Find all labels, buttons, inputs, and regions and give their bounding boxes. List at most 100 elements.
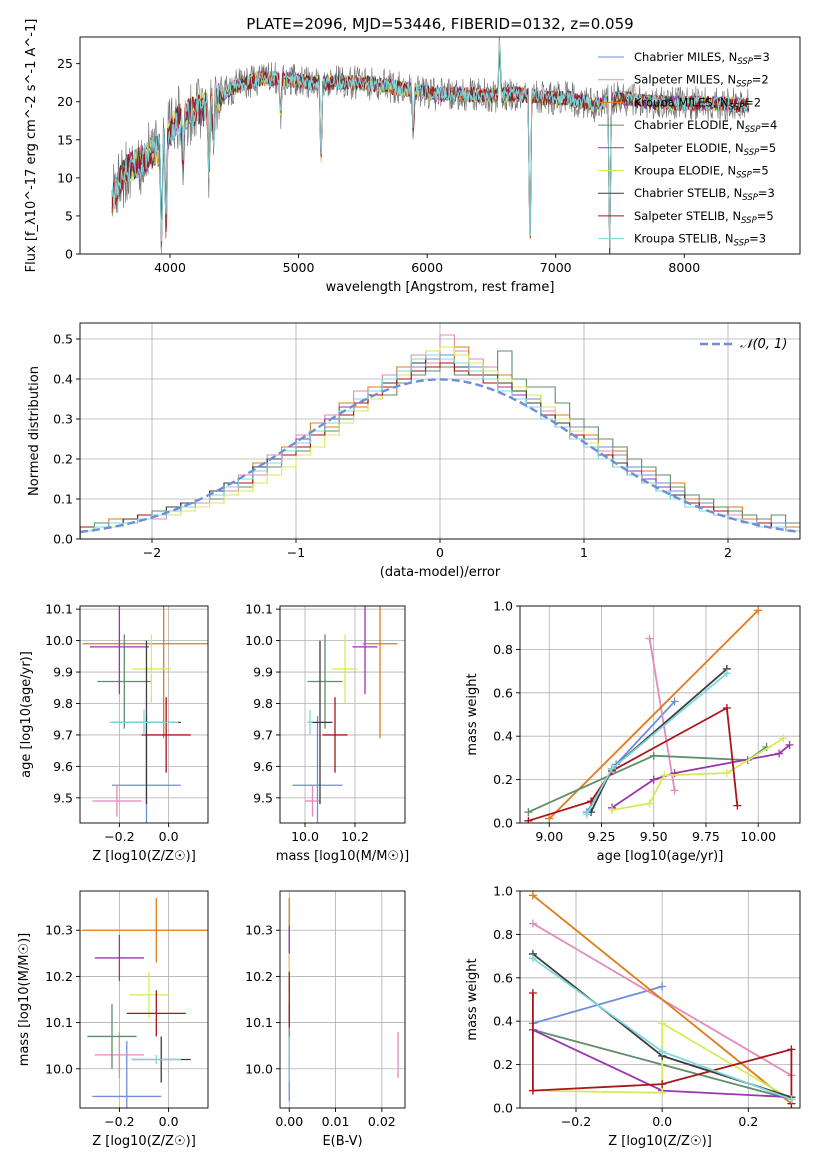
y-tick-label: 9.7 — [53, 727, 73, 742]
weight-point-marker — [775, 749, 784, 758]
axes-frame — [79, 36, 801, 255]
y-tick-label: 25 — [57, 56, 73, 71]
y-tick-label: 5 — [65, 208, 73, 223]
weight-point-marker — [545, 814, 554, 823]
legend-entry: Chabrier STELIB, NSSP=3 — [634, 186, 775, 203]
axes-frame — [79, 322, 801, 540]
y-tick-label: 0.0 — [493, 1101, 513, 1116]
weight-point-marker — [670, 697, 679, 706]
panel-age_vs_mass: 10.0 10.2 9.5 9.6 9.7 9.8 9.9 10.0 10.1 mass [log… — [245, 602, 409, 864]
weight-point-marker — [582, 810, 591, 819]
y-tick-label: 0.8 — [493, 927, 513, 942]
axes-frame — [279, 890, 406, 1109]
y-tick-label: 1.0 — [493, 884, 513, 899]
legend-entry: Kroupa STELIB, NSSP=3 — [634, 232, 766, 249]
y-tick-label: 0.0 — [53, 532, 73, 547]
weight-point-marker — [649, 751, 658, 760]
y-tick-label: 10.0 — [45, 633, 73, 648]
weight-point-marker — [658, 1088, 667, 1097]
legend-entry: 𝒩(0, 1) — [740, 337, 787, 352]
weight-point-marker — [787, 1095, 796, 1104]
x-axis-label: age [log10(age/yr)] — [597, 849, 724, 864]
x-tick-label: 9.50 — [640, 829, 668, 844]
weight-point-marker — [658, 982, 667, 991]
error-bars — [82, 897, 208, 1108]
y-axis-label: mass weight — [465, 673, 480, 755]
y-tick-label: 0.6 — [493, 685, 513, 700]
weight-point-marker — [645, 634, 654, 643]
y-tick-label: 0.2 — [53, 452, 73, 467]
x-tick-label: 0.0 — [652, 1114, 672, 1129]
x-tick-label: 5000 — [283, 260, 315, 275]
weight-point-marker — [670, 786, 679, 795]
y-tick-label: 0.2 — [493, 1057, 513, 1072]
weight-point-marker — [645, 799, 654, 808]
y-tick-label: 10.1 — [245, 1015, 273, 1030]
x-tick-label: 2 — [724, 545, 732, 560]
y-tick-label: 0.1 — [53, 492, 73, 507]
y-axis-label: mass weight — [465, 958, 480, 1040]
panel-mass_vs_ebv: 0.00 0.01 0.02 10.0 10.1 10.2 10.3 E(B-V) — [245, 890, 406, 1149]
x-tick-label: 8000 — [668, 260, 700, 275]
axes-frame — [79, 890, 209, 1109]
weight-point-marker — [528, 1086, 537, 1095]
x-tick-label: −0.2 — [561, 1114, 591, 1129]
y-axis-label: Normed distribution — [27, 366, 42, 496]
error-bars — [288, 897, 399, 1102]
x-tick-label: 0.0 — [159, 829, 179, 844]
weight-point-marker — [658, 1019, 667, 1028]
y-tick-label: 9.6 — [253, 759, 273, 774]
x-tick-label: 9.75 — [692, 829, 720, 844]
y-tick-label: 0.4 — [493, 1014, 513, 1029]
y-tick-label: 10.2 — [245, 969, 273, 984]
y-tick-label: 0.5 — [53, 332, 73, 347]
x-tick-label: −0.2 — [104, 829, 134, 844]
weight-series-line — [532, 894, 792, 1105]
x-tick-label: 0.00 — [275, 1114, 303, 1129]
x-axis-label: wavelength [Angstrom, rest frame] — [326, 280, 555, 295]
weight-series-line — [648, 638, 676, 791]
weight-series-line — [611, 744, 791, 809]
x-tick-label: −2 — [143, 545, 161, 560]
legend-entry: Salpeter STELIB, NSSP=5 — [634, 209, 774, 226]
x-tick-label: 9.00 — [535, 829, 563, 844]
y-tick-label: 9.9 — [253, 665, 273, 680]
panel-weight_vs_z: −0.2 0.0 0.2 0.0 0.2 0.4 0.6 0.8 1.0 Z [log10(Z/Z… — [465, 884, 801, 1149]
y-tick-label: 0.4 — [493, 729, 513, 744]
weight-lines — [528, 891, 796, 1108]
weight-point-marker — [779, 734, 788, 743]
weight-point-marker — [658, 1080, 667, 1089]
y-axis-label: mass [log10(M/M☉)] — [17, 933, 32, 1066]
y-tick-label: 10.0 — [45, 1061, 73, 1076]
y-tick-label: 9.8 — [253, 696, 273, 711]
x-axis-label: Z [log10(Z/Z☉)] — [92, 1134, 196, 1149]
y-tick-label: 20 — [57, 94, 73, 109]
y-tick-label: 9.5 — [53, 790, 73, 805]
weight-point-marker — [528, 919, 537, 928]
y-tick-label: 10.1 — [45, 602, 73, 617]
weight-point-marker — [660, 771, 669, 780]
figure-title: PLATE=2096, MJD=53446, FIBERID=0132, z=0… — [246, 15, 633, 33]
y-tick-label: 9.5 — [253, 790, 273, 805]
y-tick-label: 10.0 — [245, 1061, 273, 1076]
weight-point-marker — [528, 891, 537, 900]
y-tick-label: 15 — [57, 132, 73, 147]
x-tick-label: 0.02 — [368, 1114, 396, 1129]
y-tick-label: 0.6 — [493, 970, 513, 985]
y-tick-label: 10.3 — [45, 923, 73, 938]
y-tick-label: 9.7 — [253, 727, 273, 742]
weight-point-marker — [787, 1045, 796, 1054]
gaussian-curve — [80, 378, 800, 534]
weight-point-marker — [658, 1047, 667, 1056]
x-tick-label: 10.00 — [740, 829, 776, 844]
y-tick-label: 0.3 — [53, 412, 73, 427]
x-axis-label: Z [log10(Z/Z☉)] — [92, 849, 196, 864]
x-tick-label: 4000 — [154, 260, 186, 275]
x-tick-label: 0 — [436, 545, 444, 560]
y-tick-label: 9.8 — [53, 696, 73, 711]
y-tick-label: 0 — [65, 247, 73, 262]
x-tick-label: −1 — [287, 545, 305, 560]
axes-frame — [279, 605, 406, 824]
y-tick-label: 9.9 — [53, 665, 73, 680]
weight-point-marker — [733, 801, 742, 810]
